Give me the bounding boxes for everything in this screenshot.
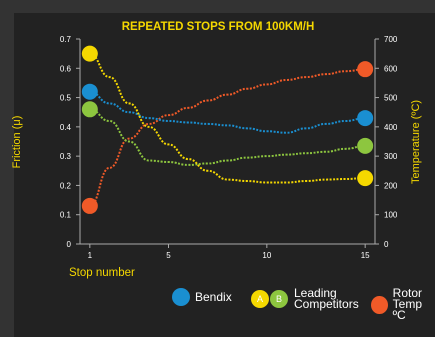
series-line-rotor-temp-c: [89, 68, 366, 207]
x-tick-label: 5: [166, 251, 171, 260]
competitor-b-letter: B: [275, 294, 282, 304]
y-left-tick-label: 0.6: [60, 64, 72, 73]
bendix-legend-swatch: [172, 288, 190, 306]
series-line-bendix: [89, 90, 366, 134]
legend-bendix: Bendix: [172, 288, 232, 306]
rotor-temp-legend-swatch: [371, 295, 388, 314]
series-line-competitor-b: [89, 108, 366, 166]
y-left-tick-label: 0.5: [60, 94, 72, 103]
bendix-legend-label: Bendix: [195, 289, 232, 304]
endpoint-marker-competitor-a: [81, 45, 98, 62]
leading-competitors-legend-label: Leading Competitors: [294, 286, 359, 311]
x-axis-label: Stop number: [69, 267, 135, 279]
y-left-tick-label: 0.7: [60, 35, 72, 44]
y-left-tick-label: 0.3: [60, 152, 72, 161]
competitor-a-letter: A: [256, 294, 263, 304]
y-right-tick-label: 500: [384, 94, 398, 103]
y-right-tick-label: 600: [384, 64, 398, 73]
y-left-tick-label: 0.4: [60, 123, 72, 132]
x-tick-label: 1: [88, 251, 93, 260]
x-tick-label: 15: [361, 251, 370, 260]
y-right-tick-label: 700: [384, 35, 398, 44]
rotor-temp-legend-label: Rotor Temp ºC: [392, 286, 435, 322]
endpoint-marker-bendix: [81, 83, 98, 100]
leading-label-line2: Competitors: [294, 297, 359, 311]
endpoint-marker-rotor-temp-c: [81, 197, 98, 214]
y-right-tick-label: 200: [384, 181, 398, 190]
series-line-competitor-a: [89, 52, 366, 184]
y-right-tick-label: 300: [384, 152, 398, 161]
rotor-label-line2: Temp ºC: [392, 297, 422, 322]
competitor-a-legend-swatch: A: [251, 290, 269, 308]
competitor-b-legend-swatch: B: [270, 290, 288, 308]
y-left-tick-label: 0.2: [60, 181, 72, 190]
y-right-tick-label: 0: [384, 240, 389, 249]
chart-title: REPEATED STOPS FROM 100KM/H: [122, 21, 315, 33]
rotor-label-line1: Rotor: [392, 286, 422, 300]
x-tick-label: 10: [262, 251, 271, 260]
y-right-axis-label: Temperature (ºC): [410, 100, 422, 184]
y-left-axis-label: Friction (μ): [11, 116, 23, 169]
legend-leading-competitors: A B Leading Competitors: [251, 286, 359, 311]
y-left-tick-label: 0: [67, 240, 72, 249]
y-left-tick-label: 0.1: [60, 211, 72, 220]
y-right-tick-label: 400: [384, 123, 398, 132]
endpoint-marker-competitor-b: [357, 137, 374, 154]
endpoint-marker-competitor-b: [81, 101, 98, 118]
legend-rotor-temp: Rotor Temp ºC: [371, 286, 435, 322]
endpoint-marker-rotor-temp-c: [357, 61, 374, 78]
endpoint-marker-bendix: [357, 110, 374, 127]
endpoint-marker-competitor-a: [357, 170, 374, 187]
y-right-tick-label: 100: [384, 211, 398, 220]
leading-label-line1: Leading: [294, 286, 337, 300]
